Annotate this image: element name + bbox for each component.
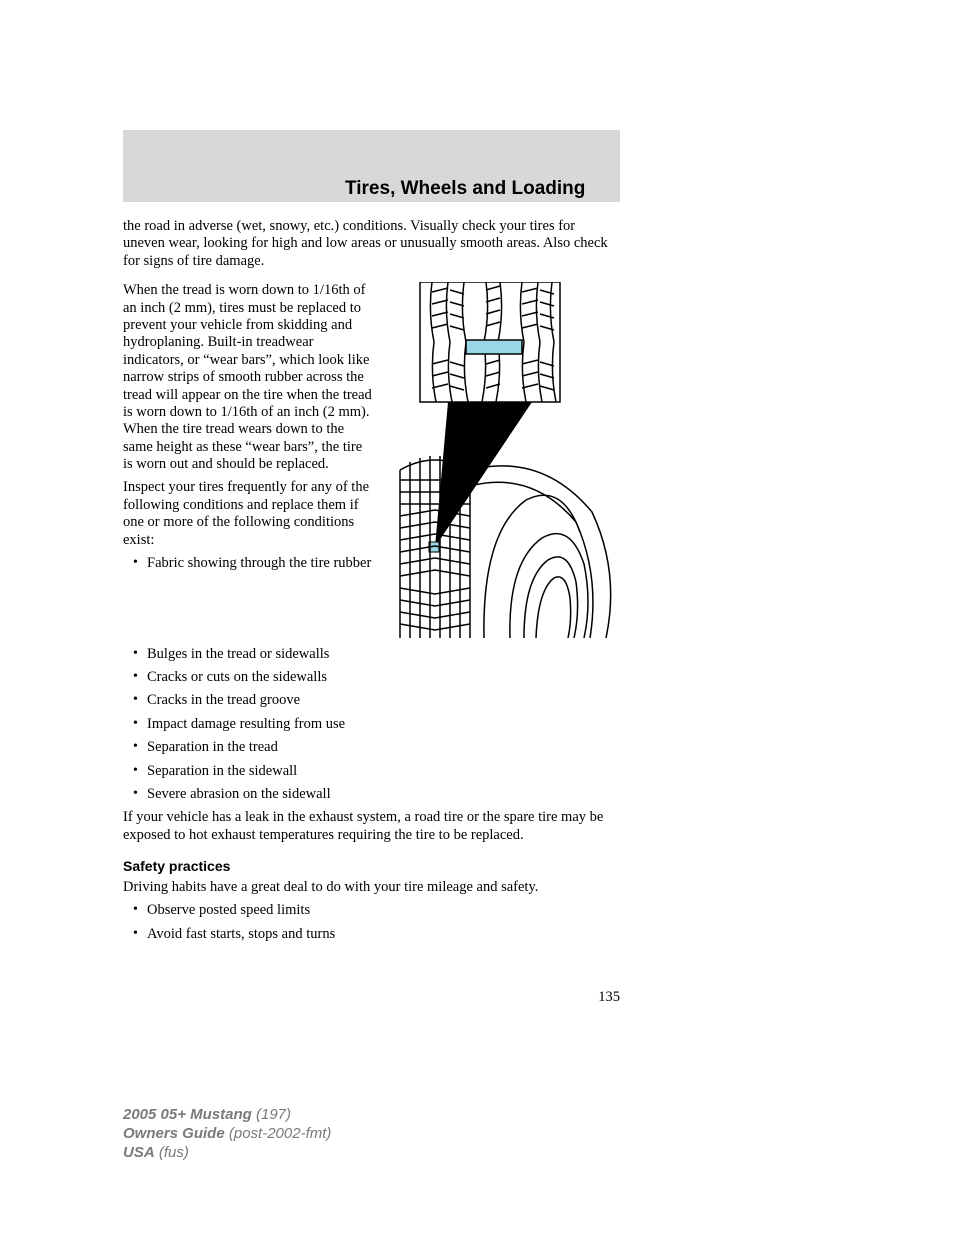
footer-model: 2005 05+ Mustang: [123, 1106, 252, 1123]
safety-list: Observe posted speed limits Avoid fast s…: [123, 902, 620, 943]
conditions-list-continued: Bulges in the tread or sidewalls Cracks …: [123, 646, 620, 804]
paragraph-driving-habits: Driving habits have a great deal to do w…: [123, 879, 620, 896]
list-item: Severe abrasion on the sidewall: [123, 786, 620, 803]
section-title: Tires, Wheels and Loading: [345, 178, 585, 200]
footer-line-3: USA (fus): [123, 1144, 331, 1163]
footer-guide: Owners Guide: [123, 1125, 225, 1142]
footer-block: 2005 05+ Mustang (197) Owners Guide (pos…: [123, 1106, 331, 1162]
subheading-safety: Safety practices: [123, 858, 620, 875]
footer-model-code: (197): [256, 1106, 291, 1123]
list-item: Avoid fast starts, stops and turns: [123, 926, 620, 943]
footer-line-2: Owners Guide (post-2002-fmt): [123, 1125, 331, 1144]
left-text-column: When the tread is worn down to 1/16th of…: [123, 282, 374, 643]
footer-region-code: (fus): [159, 1144, 189, 1161]
paragraph-inspect: Inspect your tires frequently for any of…: [123, 479, 374, 549]
list-item: Cracks in the tread groove: [123, 692, 620, 709]
right-figure-column: [392, 282, 620, 643]
two-column-layout: When the tread is worn down to 1/16th of…: [123, 282, 620, 643]
list-item: Fabric showing through the tire rubber: [123, 555, 374, 572]
footer-guide-fmt: (post-2002-fmt): [229, 1125, 332, 1142]
list-item: Cracks or cuts on the sidewalls: [123, 669, 620, 686]
conditions-list-partial: Fabric showing through the tire rubber: [123, 555, 374, 572]
list-item: Separation in the tread: [123, 739, 620, 756]
list-item: Bulges in the tread or sidewalls: [123, 646, 620, 663]
page-number: 135: [598, 989, 620, 1006]
paragraph-exhaust: If your vehicle has a leak in the exhaus…: [123, 809, 620, 844]
paragraph-treadwear: When the tread is worn down to 1/16th of…: [123, 282, 374, 473]
footer-line-1: 2005 05+ Mustang (197): [123, 1106, 331, 1125]
list-item: Separation in the sidewall: [123, 763, 620, 780]
list-item: Impact damage resulting from use: [123, 716, 620, 733]
paragraph-intro: the road in adverse (wet, snowy, etc.) c…: [123, 218, 620, 270]
tire-tread-diagram-icon: [392, 282, 620, 638]
list-item: Observe posted speed limits: [123, 902, 620, 919]
footer-region: USA: [123, 1144, 155, 1161]
page-content: the road in adverse (wet, snowy, etc.) c…: [123, 218, 620, 949]
